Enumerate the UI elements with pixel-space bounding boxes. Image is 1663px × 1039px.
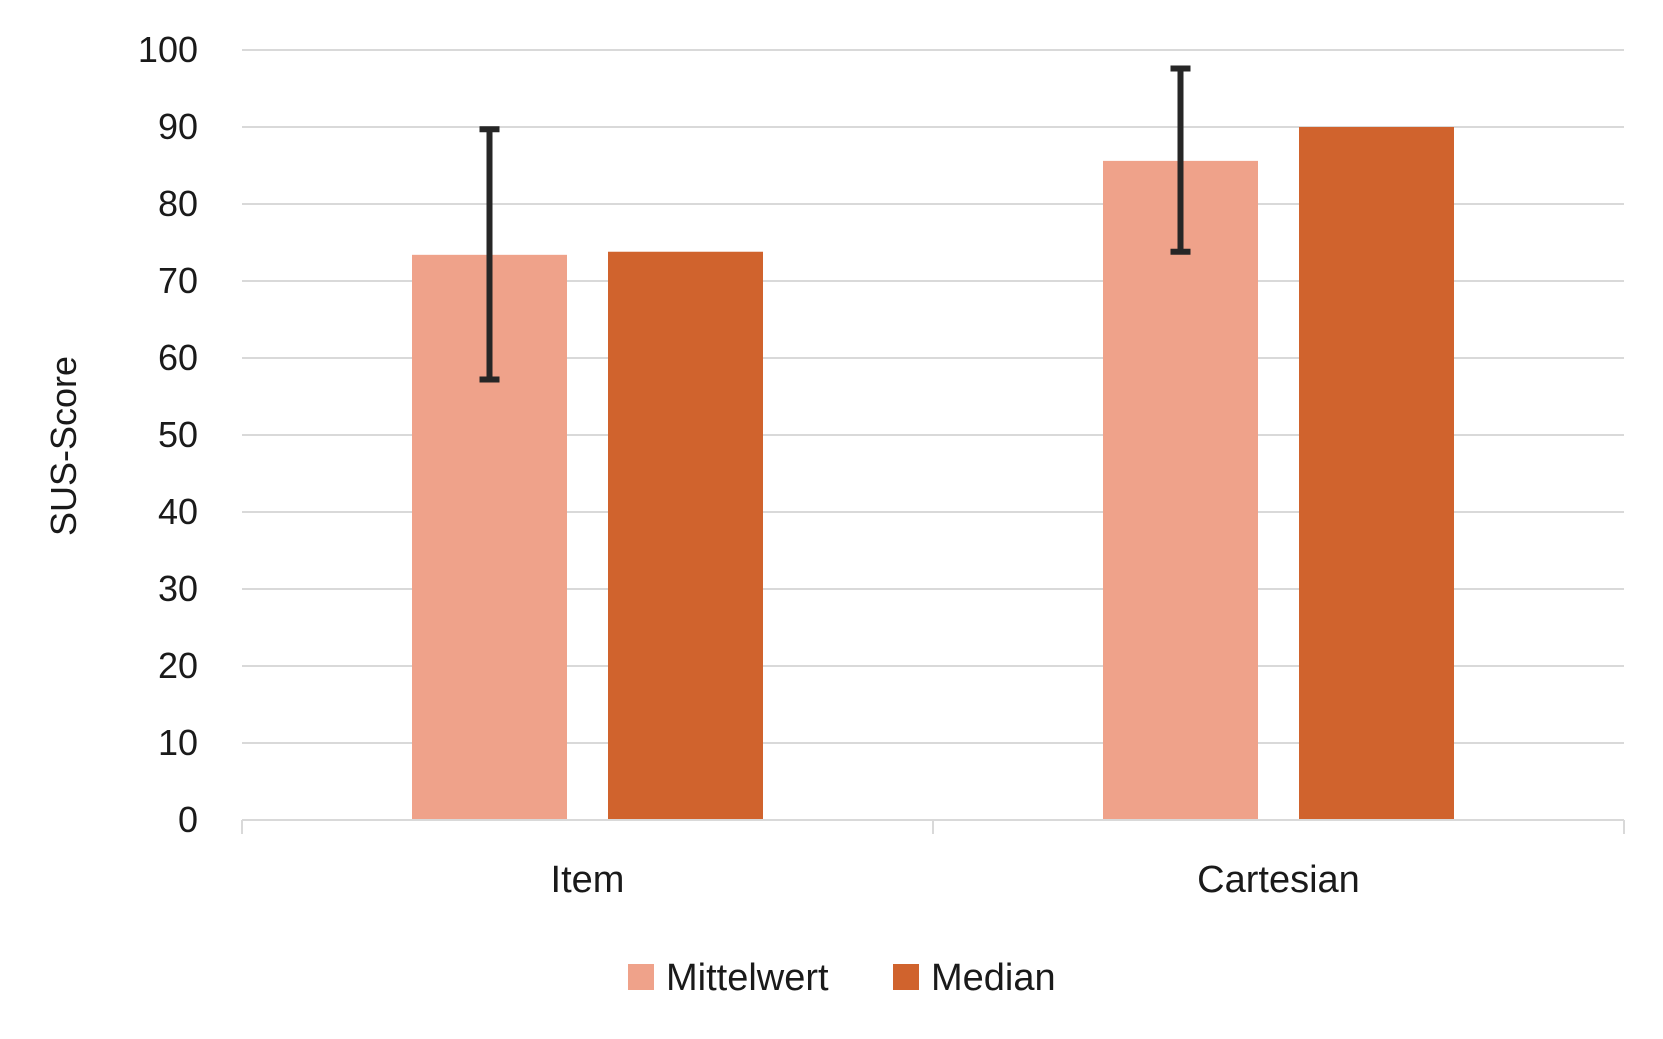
x-category-label: Item bbox=[551, 859, 625, 901]
y-tick-label: 60 bbox=[158, 337, 198, 378]
y-tick-label: 70 bbox=[158, 260, 198, 301]
legend-swatch-median bbox=[893, 964, 919, 990]
bars bbox=[412, 127, 1454, 821]
legend: Mittelwert Median bbox=[628, 957, 1056, 999]
legend-label: Median bbox=[931, 957, 1056, 999]
legend-label: Mittelwert bbox=[666, 957, 829, 999]
x-category-labels: Item Cartesian bbox=[551, 859, 1360, 901]
x-category-label: Cartesian bbox=[1197, 859, 1360, 901]
bar-mittelwert-cartesian bbox=[1103, 160, 1258, 820]
y-tick-label: 30 bbox=[158, 568, 198, 609]
y-tick-label: 20 bbox=[158, 645, 198, 686]
bar-median-item bbox=[608, 251, 763, 821]
y-tick-label: 80 bbox=[158, 183, 198, 224]
y-tick-label: 40 bbox=[158, 491, 198, 532]
x-axis bbox=[241, 819, 1625, 834]
y-tick-label: 10 bbox=[158, 722, 198, 763]
y-tick-label: 0 bbox=[178, 799, 198, 840]
bar-median-cartesian bbox=[1299, 127, 1454, 820]
y-tick-labels: 0 10 20 30 40 50 60 70 80 90 100 bbox=[138, 29, 198, 840]
y-axis-label: SUS-Score bbox=[43, 356, 84, 536]
y-tick-label: 50 bbox=[158, 414, 198, 455]
error-bars bbox=[479, 65, 1191, 383]
y-tick-label: 90 bbox=[158, 106, 198, 147]
y-tick-label: 100 bbox=[138, 29, 198, 70]
legend-swatch-mittelwert bbox=[628, 964, 654, 990]
